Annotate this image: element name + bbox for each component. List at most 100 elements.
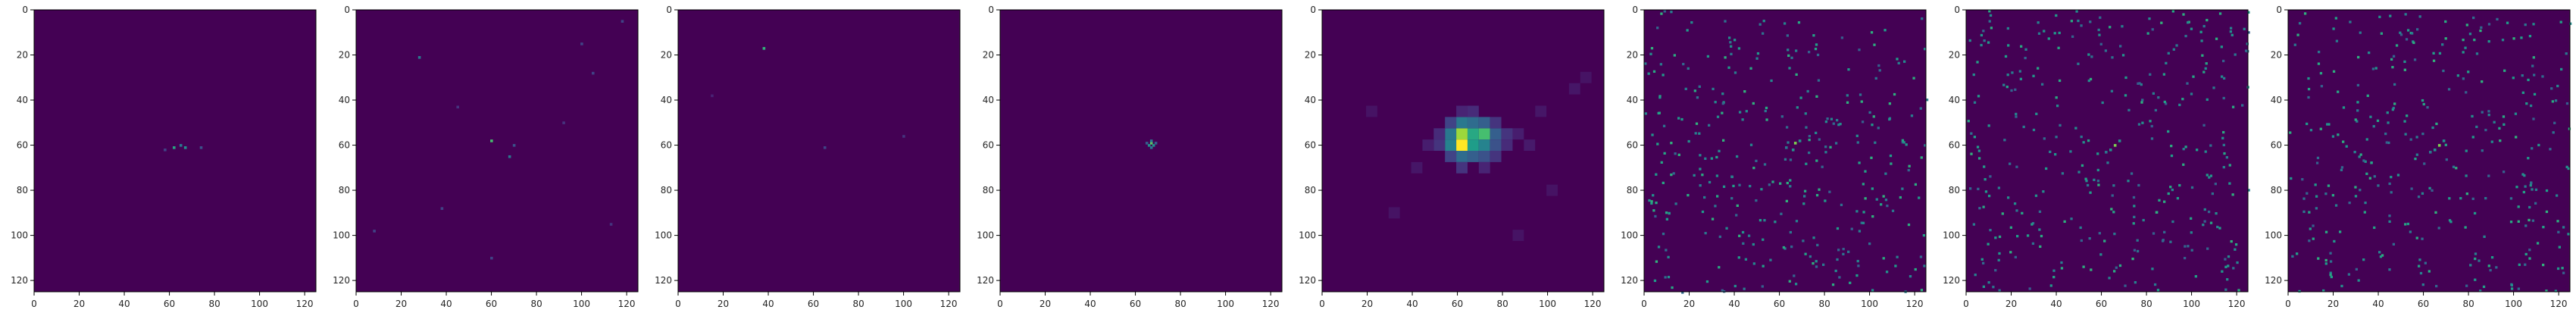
heatmap-cell: [1456, 105, 1468, 117]
heatmap-pixel: [2521, 173, 2524, 176]
heatmap-pixel: [2182, 13, 2185, 16]
heatmap-pixel: [2335, 39, 2339, 42]
heatmap-pixel: [2565, 52, 2568, 55]
y-tick-label: 40: [983, 95, 994, 105]
heatmap-pixel: [1789, 185, 1792, 188]
heatmap-pixel: [2087, 53, 2090, 56]
heatmap-pixel: [2364, 201, 2367, 205]
x-tick-label: 120: [1262, 299, 1280, 309]
heatmap-pixel: [2224, 258, 2227, 261]
y-tick-label: 20: [983, 50, 994, 61]
heatmap-pixel: [2019, 77, 2022, 80]
heatmap-pixel: [1802, 202, 1805, 205]
heatmap-pixel: [2097, 28, 2100, 32]
heatmap-pixel: [2483, 235, 2486, 238]
heatmap-pixel: [1668, 211, 1671, 215]
heatmap-pixel: [2503, 123, 2506, 126]
heatmap-pixel: [2228, 182, 2231, 185]
heatmap-pixel: [2432, 52, 2435, 55]
heatmap-pixel: [2142, 218, 2145, 222]
heatmap-pixel: [1839, 123, 1842, 126]
heatmap-pixel: [1698, 85, 1701, 88]
heatmap-pixel: [2517, 287, 2521, 290]
heatmap-pixel: [2127, 108, 2131, 111]
heatmap-pixel: [2124, 76, 2127, 80]
heatmap-pixel: [2138, 82, 2141, 85]
heatmap-pixel: [2406, 114, 2409, 117]
y-tick-label: 100: [11, 230, 28, 241]
heatmap-pixel: [2392, 55, 2396, 58]
heatmap-pixel: [1684, 87, 1687, 90]
heatmap-pixel: [2329, 274, 2332, 277]
heatmap-pixel: [2471, 136, 2474, 139]
heatmap-pixel: [2447, 88, 2451, 91]
heatmap-pixel: [2528, 35, 2532, 38]
heatmap-pixel: [1762, 32, 1765, 35]
heatmap-pixel: [2136, 249, 2140, 253]
heatmap-pixel: [2150, 124, 2153, 128]
x-tick-label: 120: [2550, 299, 2568, 309]
heatmap-pixel: [1718, 149, 1721, 152]
heatmap-pixel: [2202, 224, 2205, 227]
heatmap-pixel: [1665, 211, 1668, 214]
heatmap-pixel: [1674, 152, 1677, 155]
heatmap-pixel: [2124, 284, 2127, 287]
heatmap-pixel: [1735, 214, 1738, 217]
heatmap-pixel: [2541, 75, 2544, 78]
heatmap-pixel: [2406, 222, 2410, 226]
heatmap-pixel: [2448, 219, 2452, 222]
heatmap-pixel: [2389, 14, 2392, 17]
axes-frame: [355, 9, 639, 293]
x-tick-label: 0: [1963, 299, 1969, 309]
heatmap-pixel: [591, 71, 595, 75]
heatmap-pixel: [1147, 144, 1151, 147]
heatmap-pixel: [1149, 139, 1153, 142]
heatmap-pixel: [2296, 33, 2299, 36]
heatmap-pixel: [1815, 260, 1818, 263]
heatmap-pixel: [2489, 268, 2492, 272]
heatmap-pixel: [1860, 221, 1863, 224]
heatmap-pixel: [1701, 210, 1705, 214]
axes-frame: [677, 9, 961, 293]
heatmap-pixel: [2522, 190, 2525, 194]
heatmap-pixel: [2549, 148, 2552, 151]
heatmap-pixel: [1672, 172, 1675, 175]
heatmap-pixel: [2399, 33, 2403, 36]
heatmap-pixel: [1670, 142, 1673, 145]
heatmap-pixel: [2529, 104, 2533, 108]
heatmap-pixel: [1981, 261, 1985, 264]
heatmap-pixel: [1774, 221, 1777, 224]
heatmap-pixel: [2060, 261, 2063, 264]
y-tick-label: 40: [2271, 95, 2282, 105]
heatmap-pixel: [2404, 223, 2407, 226]
heatmap-pixel: [2184, 145, 2187, 149]
heatmap-pixel: [2055, 105, 2059, 108]
heatmap-pixel: [440, 207, 444, 210]
heatmap-pixel: [2038, 210, 2042, 213]
heatmap-pixel: [2391, 65, 2394, 69]
heatmap-pixel: [2340, 284, 2343, 288]
heatmap-pixel: [1812, 34, 1815, 37]
x-tick-label: 40: [1406, 299, 1418, 309]
x-tick-label: 80: [208, 299, 220, 309]
heatmap-pixel: [1755, 159, 1758, 163]
heatmap-pixel: [1790, 56, 1793, 59]
heatmap-pixel: [1834, 269, 1837, 273]
y-tick-label: 40: [1627, 95, 1638, 105]
heatmap-pixel: [2481, 149, 2484, 152]
heatmap-pixel: [2089, 20, 2092, 23]
heatmap-pixel: [1686, 29, 1689, 32]
heatmap-pixel: [1858, 161, 1861, 164]
heatmap-pixel: [1711, 217, 1715, 221]
heatmap-pixel: [2221, 270, 2224, 273]
heatmap-pixel: [2415, 153, 2418, 156]
heatmap-pixel: [2376, 119, 2380, 122]
heatmap-pixel: [2334, 17, 2337, 20]
heatmap-pixel: [2038, 228, 2041, 231]
heatmap-pixel: [2533, 92, 2537, 96]
x-tick-label: 80: [530, 299, 542, 309]
heatmap-pixel: [1758, 218, 1762, 222]
heatmap-pixel: [2395, 44, 2399, 47]
heatmap-cell: [1445, 151, 1457, 162]
heatmap-pixel: [2086, 183, 2090, 187]
